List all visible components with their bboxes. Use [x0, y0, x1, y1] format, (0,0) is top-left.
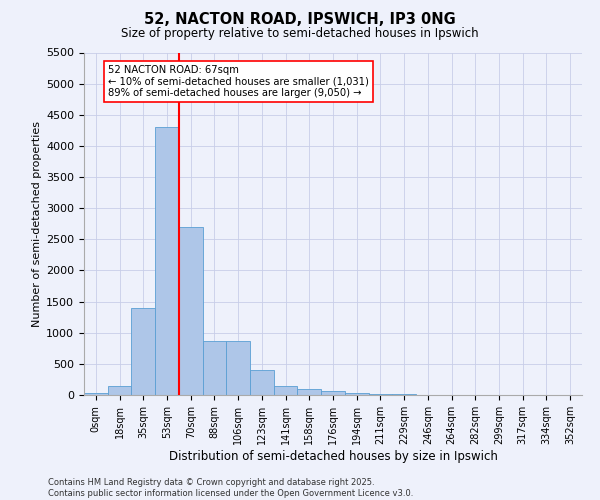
Bar	[108, 386, 131, 395]
Bar	[131, 308, 155, 395]
Text: Contains HM Land Registry data © Crown copyright and database right 2025.
Contai: Contains HM Land Registry data © Crown c…	[48, 478, 413, 498]
Bar	[274, 386, 298, 395]
Bar	[392, 394, 416, 395]
Bar	[250, 370, 274, 395]
Bar	[179, 227, 203, 395]
Bar	[321, 392, 345, 395]
X-axis label: Distribution of semi-detached houses by size in Ipswich: Distribution of semi-detached houses by …	[169, 450, 497, 462]
Text: 52 NACTON ROAD: 67sqm
← 10% of semi-detached houses are smaller (1,031)
89% of s: 52 NACTON ROAD: 67sqm ← 10% of semi-deta…	[108, 65, 368, 98]
Y-axis label: Number of semi-detached properties: Number of semi-detached properties	[32, 120, 42, 327]
Bar	[368, 394, 392, 395]
Bar	[84, 393, 108, 395]
Bar	[203, 341, 226, 395]
Bar	[345, 393, 368, 395]
Bar	[226, 341, 250, 395]
Bar	[155, 127, 179, 395]
Bar	[298, 390, 321, 395]
Text: Size of property relative to semi-detached houses in Ipswich: Size of property relative to semi-detach…	[121, 28, 479, 40]
Text: 52, NACTON ROAD, IPSWICH, IP3 0NG: 52, NACTON ROAD, IPSWICH, IP3 0NG	[144, 12, 456, 28]
